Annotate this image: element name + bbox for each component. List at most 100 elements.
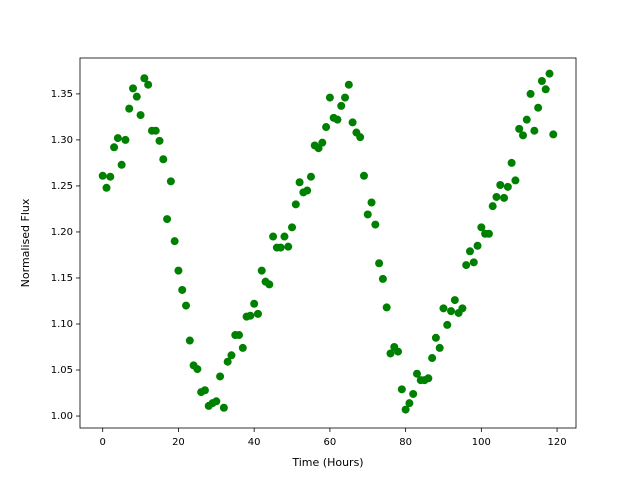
point (303, 186, 312, 195)
point (356, 133, 365, 142)
point (518, 131, 527, 140)
point (541, 85, 550, 94)
point (522, 115, 531, 124)
point (507, 158, 516, 167)
point (117, 160, 126, 169)
point (409, 389, 418, 398)
point (170, 237, 179, 246)
point (534, 103, 543, 112)
point (500, 193, 509, 202)
point (253, 309, 262, 318)
point (174, 266, 183, 275)
point (397, 385, 406, 394)
point (212, 397, 221, 406)
point (469, 258, 478, 267)
point (276, 243, 285, 252)
point (284, 242, 293, 251)
point (341, 93, 350, 102)
point (265, 280, 274, 289)
point (280, 232, 289, 241)
point (530, 126, 539, 135)
point (431, 333, 440, 342)
point (443, 320, 452, 329)
point (549, 130, 558, 139)
point (140, 74, 149, 83)
point (132, 92, 141, 101)
point (450, 296, 459, 305)
point (238, 343, 247, 352)
point (288, 223, 297, 232)
point (435, 343, 444, 352)
y-axis-label: Normalised Flux (19, 198, 32, 287)
y-tick-label: 1.20 (51, 227, 73, 238)
y-tick-label: 1.15 (51, 273, 73, 284)
point (151, 126, 160, 135)
point (129, 84, 138, 93)
point (371, 220, 380, 229)
point (496, 181, 505, 190)
point (269, 232, 278, 241)
x-tick-label: 120 (548, 437, 567, 448)
point (318, 138, 327, 147)
x-tick-label: 60 (324, 437, 337, 448)
x-axis-label: Time (Hours) (291, 456, 363, 469)
point (306, 172, 315, 181)
point (545, 69, 554, 78)
point (163, 215, 172, 224)
point (250, 299, 259, 308)
point (219, 403, 228, 412)
point (488, 202, 497, 211)
point (492, 192, 501, 201)
y-tick-label: 1.00 (51, 411, 73, 422)
point (291, 200, 300, 209)
point (227, 351, 236, 360)
point (367, 198, 376, 207)
point (503, 182, 512, 191)
y-tick-label: 1.35 (51, 89, 73, 100)
y-tick-label: 1.30 (51, 135, 73, 146)
plot-frame (79, 57, 577, 429)
point (322, 123, 331, 132)
point (375, 259, 384, 268)
point (235, 331, 244, 340)
point (484, 229, 493, 238)
point (511, 176, 520, 185)
point (113, 134, 122, 143)
point (102, 183, 111, 192)
point (155, 136, 164, 145)
point (462, 261, 471, 270)
point (465, 247, 474, 256)
x-tick-label: 40 (248, 437, 261, 448)
point (193, 365, 202, 374)
x-tick-label: 20 (172, 437, 185, 448)
x-tick-label: 100 (472, 437, 491, 448)
point (144, 80, 153, 89)
point (98, 171, 107, 180)
point (178, 285, 187, 294)
point (405, 399, 414, 408)
point (526, 89, 535, 98)
y-tick-label: 1.10 (51, 319, 73, 330)
point (537, 77, 546, 86)
point (382, 303, 391, 312)
point (216, 372, 225, 381)
point (428, 354, 437, 363)
point (412, 369, 421, 378)
point (325, 93, 334, 102)
point (295, 178, 304, 187)
point (337, 101, 346, 110)
point (333, 115, 342, 124)
x-tick-label: 80 (399, 437, 412, 448)
point (223, 357, 232, 366)
point (185, 336, 194, 345)
point (344, 80, 353, 89)
point (257, 266, 266, 275)
point (386, 349, 395, 358)
point (515, 124, 524, 133)
point (136, 111, 145, 120)
point (159, 155, 168, 164)
point (359, 171, 368, 180)
point (378, 274, 387, 283)
point (401, 405, 410, 414)
